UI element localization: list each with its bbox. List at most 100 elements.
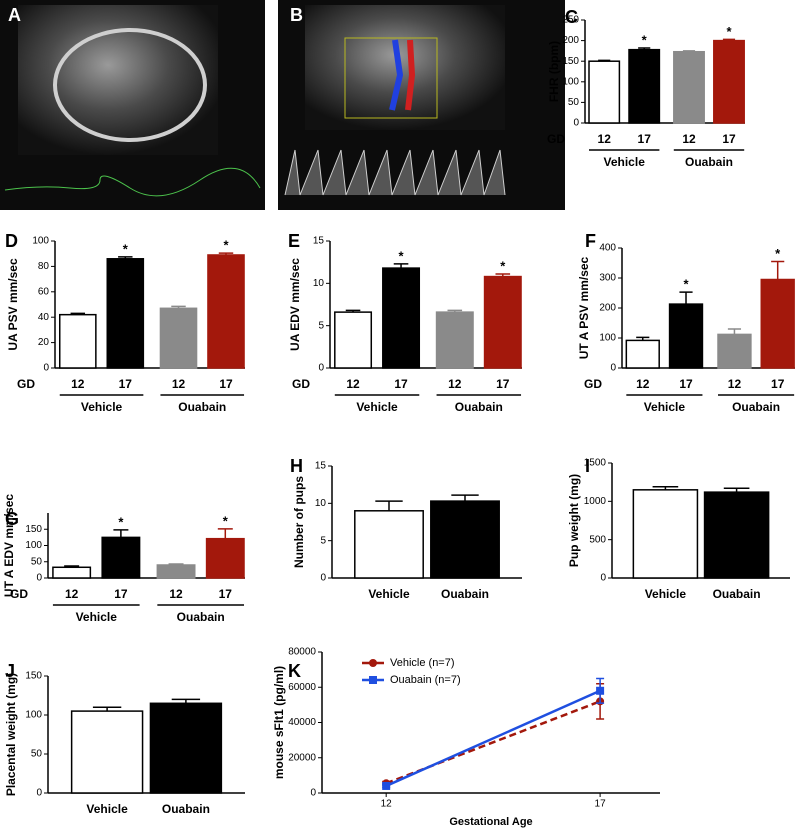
y-tick-label: 20 (38, 337, 50, 348)
panel-label: I (585, 456, 590, 476)
y-tick-label: 1500 (584, 458, 607, 469)
bar (70, 710, 144, 794)
bar (101, 536, 141, 579)
bar (628, 48, 661, 124)
bar (673, 50, 705, 124)
panel-label: F (585, 231, 596, 251)
legend-label: Vehicle (n=7) (390, 657, 455, 669)
error-bar (113, 529, 129, 538)
panel-label: K (288, 661, 301, 681)
bar (430, 500, 500, 579)
error-bar (451, 494, 479, 502)
x-tick-label: Vehicle (368, 587, 410, 601)
x-tick-label: 12 (728, 377, 742, 391)
y-tick-label: 10 (313, 278, 325, 289)
y-tick-label: 100 (562, 76, 579, 87)
x-tick-label: Ouabain (441, 587, 489, 601)
y-tick-label: 5 (318, 320, 324, 331)
panel-label: E (288, 231, 300, 251)
legend-marker (369, 659, 377, 667)
x-tick-label: 17 (638, 132, 652, 146)
y-tick-label: 50 (568, 97, 580, 108)
error-bar (771, 260, 785, 280)
y-axis-label: Number of pups (292, 476, 306, 568)
group-label: Vehicle (644, 400, 686, 414)
y-tick-label: 0 (36, 573, 42, 584)
y-tick-label: 0 (43, 363, 49, 374)
y-tick-label: 20000 (288, 752, 316, 763)
y-tick-label: 150 (25, 671, 42, 682)
x-tick-label: Vehicle (86, 802, 128, 816)
x-axis-label: GD (584, 377, 602, 391)
y-tick-label: 250 (562, 15, 579, 26)
x-tick-label: 12 (65, 587, 79, 601)
panel-label: C (565, 7, 578, 27)
bar (632, 489, 699, 579)
y-tick-label: 200 (599, 303, 616, 314)
group-label: Vehicle (356, 400, 398, 414)
y-tick-label: 0 (573, 118, 579, 129)
x-tick-label: 17 (496, 377, 510, 391)
y-tick-label: 100 (32, 236, 49, 247)
bar (205, 537, 245, 579)
group-label: Ouabain (177, 610, 225, 624)
y-axis-label: Placental weight (mg) (4, 673, 18, 796)
x-tick-label: 17 (679, 377, 693, 391)
bar (59, 313, 97, 369)
y-axis-label: Pup weight (mg) (567, 474, 581, 567)
bar (354, 510, 424, 579)
y-tick-label: 150 (562, 56, 579, 67)
y-axis-label: UT A EDV mm/sec (2, 494, 16, 597)
panel-label: G (5, 509, 19, 529)
significance-mark: * (399, 248, 405, 263)
bar (625, 339, 660, 369)
significance-mark: * (118, 514, 124, 529)
image-a: A (0, 0, 265, 210)
y-tick-label: 0 (600, 573, 606, 584)
significance-mark: * (223, 238, 229, 253)
bar (382, 267, 421, 369)
y-tick-label: 0 (310, 788, 316, 799)
image-b: B (278, 0, 565, 210)
y-tick-label: 1000 (584, 496, 607, 507)
x-axis-label: GD (10, 587, 28, 601)
y-tick-label: 60 (38, 286, 50, 297)
x-tick-label: 17 (595, 799, 607, 810)
x-tick-label: 12 (598, 132, 612, 146)
y-tick-label: 80000 (288, 647, 316, 658)
x-axis-label: GD (547, 132, 565, 146)
bar (760, 278, 795, 369)
y-tick-label: 15 (315, 461, 327, 472)
x-tick-label: 12 (682, 132, 696, 146)
y-tick-label: 80 (38, 261, 50, 272)
bar (149, 702, 223, 794)
panel-label: D (5, 231, 18, 251)
x-tick-label: 17 (219, 377, 233, 391)
x-tick-label: 17 (394, 377, 408, 391)
x-axis-label: Gestational Age (449, 816, 532, 828)
significance-mark: * (683, 277, 689, 292)
group-label: Ouabain (685, 155, 733, 169)
point (382, 781, 391, 790)
bar (717, 333, 752, 369)
point (596, 686, 605, 695)
group-label: Vehicle (76, 610, 118, 624)
y-tick-label: 300 (599, 273, 616, 284)
x-tick-label: 12 (172, 377, 186, 391)
y-tick-label: 500 (589, 534, 606, 545)
x-tick-label: 17 (219, 587, 233, 601)
y-tick-label: 200 (562, 35, 579, 46)
bar (588, 60, 621, 124)
significance-mark: * (642, 32, 648, 47)
significance-mark: * (500, 258, 506, 273)
series-line (385, 689, 601, 788)
x-tick-label: 12 (636, 377, 650, 391)
x-tick-label: 17 (114, 587, 128, 601)
y-tick-label: 5 (320, 535, 326, 546)
y-tick-label: 50 (31, 556, 43, 567)
legend-marker (369, 676, 377, 684)
error-bar (217, 528, 233, 539)
bar (207, 254, 245, 369)
bar (435, 311, 474, 369)
bar (52, 566, 92, 579)
